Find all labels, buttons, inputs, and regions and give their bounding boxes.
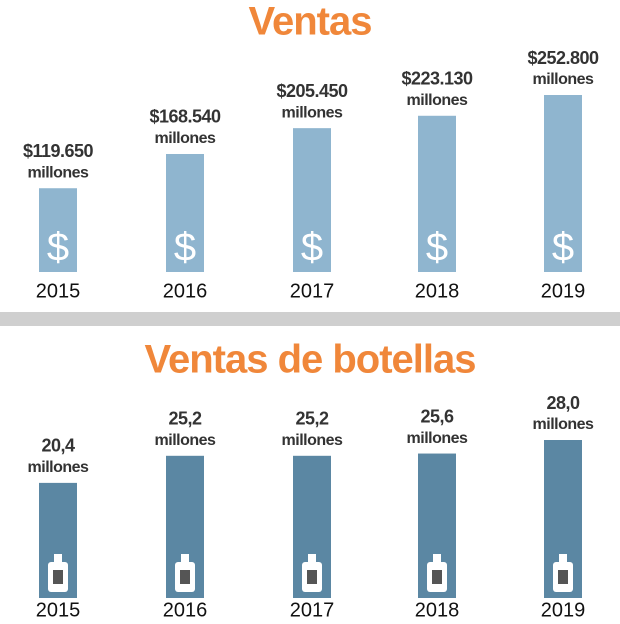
value-label: $119.650 xyxy=(23,141,94,161)
value-label: $168.540 xyxy=(149,107,221,127)
bottle-part xyxy=(433,554,441,562)
unit-label: millones xyxy=(407,92,469,109)
value-label: 20,4 xyxy=(41,436,75,456)
chart-title: Ventas xyxy=(249,0,372,44)
bottle-part xyxy=(559,554,567,562)
unit-label: millones xyxy=(282,104,344,121)
bottle-part xyxy=(180,570,190,584)
unit-label: millones xyxy=(155,130,217,147)
unit-label: millones xyxy=(533,71,595,88)
unit-label: millones xyxy=(28,164,90,181)
bottle-icon xyxy=(302,554,322,592)
separator xyxy=(0,312,620,326)
bottle-part xyxy=(54,554,62,562)
bar xyxy=(418,115,456,272)
year-label: 2019 xyxy=(541,280,586,302)
bottle-icon xyxy=(427,554,447,592)
value-label: $252.800 xyxy=(527,48,599,68)
bar xyxy=(293,128,331,272)
value-label: 28,0 xyxy=(546,393,580,413)
unit-label: millones xyxy=(407,430,469,447)
bar-icon: $ xyxy=(426,226,448,270)
year-label: 2015 xyxy=(36,280,81,302)
year-label: 2017 xyxy=(290,280,335,302)
bar-icon: $ xyxy=(552,226,574,270)
bottle-part xyxy=(181,554,189,562)
year-label: 2016 xyxy=(163,280,208,302)
unit-label: millones xyxy=(28,459,90,476)
bottle-icon xyxy=(553,554,573,592)
value-label: 25,2 xyxy=(168,409,202,429)
chart-title: Ventas de botellas xyxy=(144,338,475,382)
value-label: 25,2 xyxy=(295,409,329,429)
unit-label: millones xyxy=(533,416,595,433)
value-label: $205.450 xyxy=(276,81,348,101)
year-label: 2018 xyxy=(415,599,460,621)
year-label: 2019 xyxy=(541,599,586,621)
year-label: 2017 xyxy=(290,599,335,621)
bar-icon: $ xyxy=(301,226,323,270)
bar xyxy=(166,153,204,272)
bar xyxy=(39,188,77,272)
value-label: $223.130 xyxy=(401,69,473,89)
bottle-icon xyxy=(48,554,68,592)
unit-label: millones xyxy=(155,432,217,449)
bottle-part xyxy=(308,554,316,562)
bottle-part xyxy=(558,570,568,584)
unit-label: millones xyxy=(282,432,344,449)
bottle-part xyxy=(432,570,442,584)
year-label: 2015 xyxy=(36,599,81,621)
year-label: 2018 xyxy=(415,280,460,302)
value-label: 25,6 xyxy=(420,406,454,426)
bar-icon: $ xyxy=(47,226,69,270)
bar xyxy=(544,95,582,272)
bottle-part xyxy=(307,570,317,584)
bottle-part xyxy=(53,570,63,584)
year-label: 2016 xyxy=(163,599,208,621)
bar-icon: $ xyxy=(174,226,196,270)
bottle-icon xyxy=(175,554,195,592)
